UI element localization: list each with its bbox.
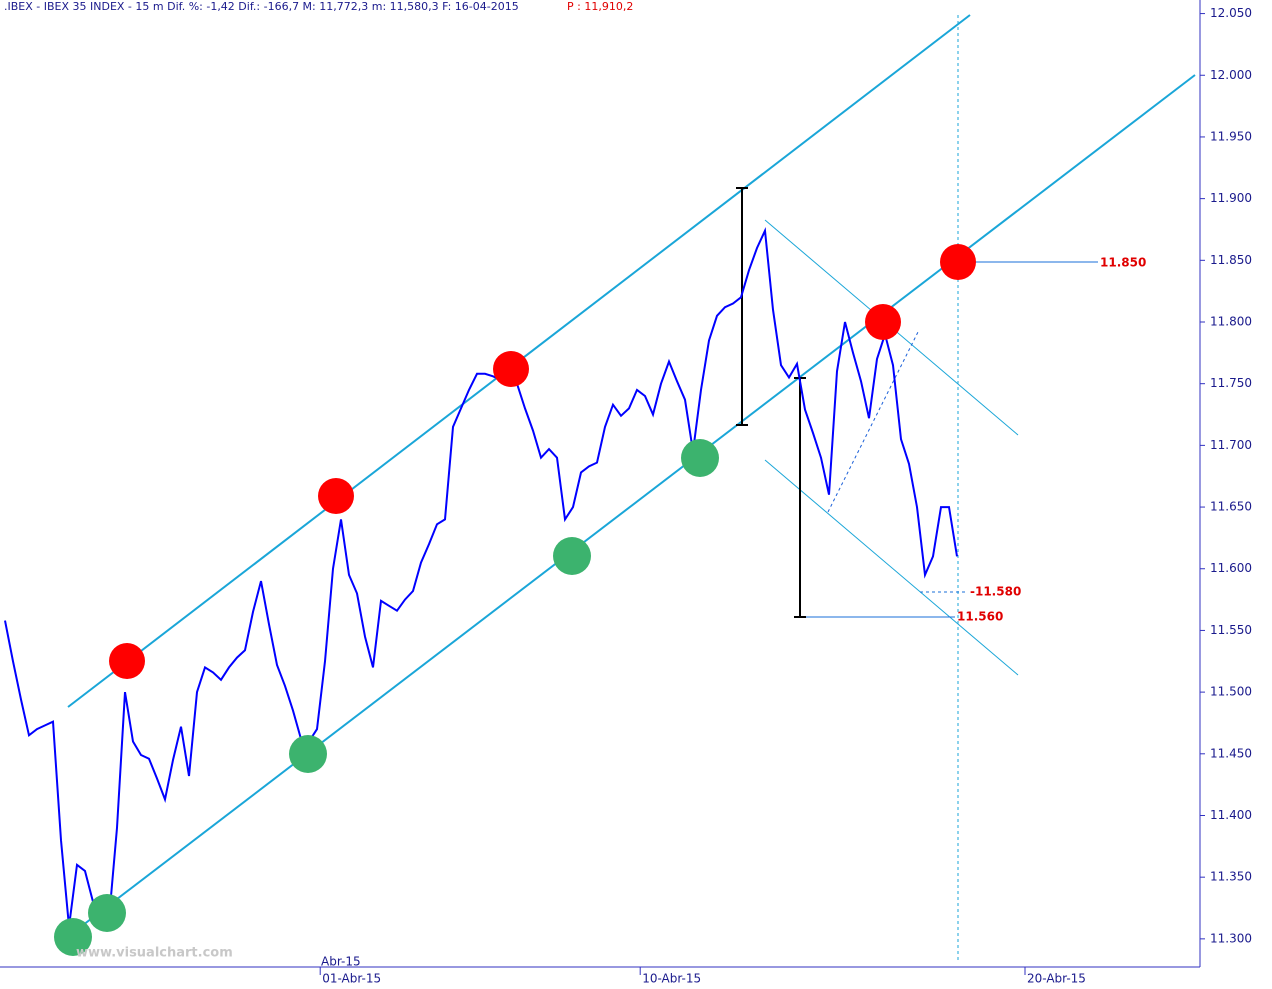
y-tick-label: 11.550 bbox=[1210, 623, 1252, 637]
y-tick-label: 11.800 bbox=[1210, 315, 1252, 329]
y-tick-label: 12.000 bbox=[1210, 68, 1252, 82]
y-tick-label: 11.850 bbox=[1210, 253, 1252, 267]
price-layer bbox=[4, 226, 958, 927]
y-tick-label: 11.650 bbox=[1210, 500, 1252, 514]
y-tick-label: 11.750 bbox=[1210, 376, 1252, 390]
y-tick-label: 11.500 bbox=[1210, 685, 1252, 699]
chart-title: .IBEX - IBEX 35 INDEX - 15 m Dif. %: -1,… bbox=[4, 0, 519, 13]
y-tick-label: 11.600 bbox=[1210, 561, 1252, 575]
y-tick-label: 11.450 bbox=[1210, 746, 1252, 760]
measure-arrows bbox=[736, 187, 806, 618]
chart-subtitle: P : 11,910,2 bbox=[567, 0, 633, 13]
x-tick-label: 10-Abr-15 bbox=[642, 972, 701, 986]
y-tick-label: 11.400 bbox=[1210, 808, 1252, 822]
markers bbox=[54, 244, 976, 956]
watermark: www.visualchart.com bbox=[76, 946, 233, 961]
y-tick-label: 11.700 bbox=[1210, 438, 1252, 452]
price-line bbox=[4, 226, 958, 927]
channel-lower bbox=[69, 74, 1196, 936]
month-label: Abr-15 bbox=[321, 955, 361, 969]
x-tick-label: 20-Abr-15 bbox=[1027, 972, 1086, 986]
annotation: 11.850 bbox=[1100, 256, 1146, 270]
x-tick-label: 01-Abr-15 bbox=[322, 972, 381, 986]
y-tick-label: 11.950 bbox=[1210, 129, 1252, 143]
trend-line bbox=[764, 459, 1019, 676]
y-tick-label: 11.300 bbox=[1210, 931, 1252, 945]
annotation: 11.560 bbox=[957, 610, 1003, 624]
y-tick-label: 11.350 bbox=[1210, 870, 1252, 884]
y-tick-label: 11.900 bbox=[1210, 191, 1252, 205]
y-tick-label: 12.050 bbox=[1210, 6, 1252, 20]
annotation: -11.580 bbox=[970, 585, 1021, 599]
